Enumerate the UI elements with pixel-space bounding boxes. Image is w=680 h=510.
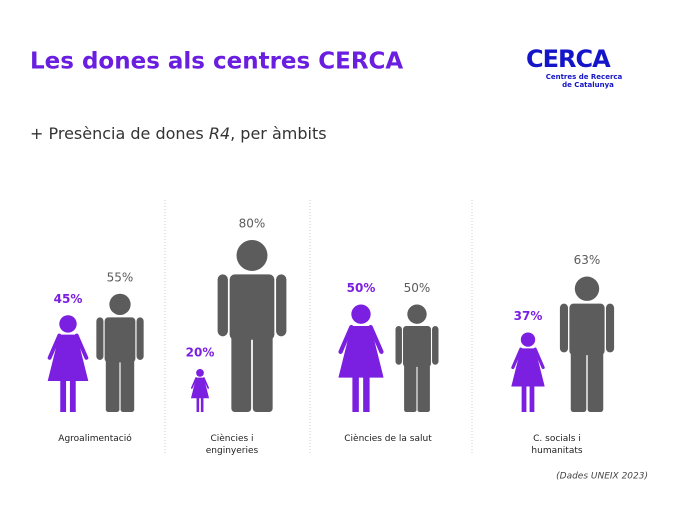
dress — [190, 377, 210, 399]
dress — [511, 348, 545, 387]
man-figure — [395, 304, 439, 412]
category-label: Ciències de la salut — [344, 434, 432, 444]
arm — [395, 326, 402, 365]
leg — [231, 334, 252, 412]
value-label: 55% — [107, 270, 134, 284]
leg — [120, 358, 135, 412]
head — [351, 304, 371, 324]
head — [520, 332, 536, 347]
subtitle-part: , per àmbits — [230, 124, 326, 143]
leg — [529, 383, 535, 412]
man-figure — [96, 293, 144, 412]
woman-figure — [511, 332, 545, 412]
dress — [47, 334, 89, 382]
leg — [105, 358, 120, 412]
logo-tagline: de Catalunya — [562, 81, 614, 89]
chart-title: Les dones als centres CERCA — [30, 49, 403, 75]
arm — [96, 317, 104, 360]
woman-figure — [338, 304, 384, 412]
head — [574, 276, 600, 301]
head — [59, 315, 77, 333]
leg — [570, 351, 587, 412]
head — [109, 293, 131, 316]
torso — [569, 303, 605, 356]
leg — [521, 383, 527, 412]
arms — [338, 324, 384, 354]
torso — [229, 274, 275, 340]
arms — [190, 377, 210, 389]
leg — [252, 334, 273, 412]
leg — [196, 396, 200, 412]
subtitle-part: + Presència de dones — [30, 124, 209, 143]
category-label: Agroalimentació — [58, 434, 132, 444]
man-figure — [217, 240, 287, 412]
leg — [587, 351, 604, 412]
value-label: 50% — [404, 281, 431, 295]
arm — [136, 317, 144, 360]
leg — [69, 377, 76, 412]
leg — [363, 373, 370, 412]
man-figure — [559, 276, 615, 412]
head — [407, 304, 427, 324]
arm — [276, 274, 287, 337]
dress — [338, 326, 384, 378]
woman-figure — [190, 369, 210, 412]
arm — [432, 326, 439, 365]
value-label: 50% — [347, 281, 376, 295]
source: (Dades UNEIX 2023) — [556, 472, 648, 482]
logo-name: CERCA — [526, 45, 611, 73]
arm — [217, 274, 228, 337]
head — [196, 369, 204, 377]
value-label: 63% — [574, 253, 601, 267]
torso — [104, 317, 136, 363]
leg — [200, 396, 204, 412]
category-label: Ciències i enginyeries — [205, 434, 259, 456]
value-label: 37% — [514, 309, 543, 323]
arm — [605, 303, 615, 353]
woman-figure — [47, 315, 89, 412]
head — [236, 240, 268, 271]
leg — [60, 377, 67, 412]
value-label: 20% — [186, 346, 215, 360]
leg — [404, 363, 417, 412]
arms — [511, 347, 545, 370]
subtitle-part: R4 — [209, 124, 230, 143]
value-label: 45% — [54, 292, 83, 306]
arms — [47, 333, 89, 360]
value-label: 80% — [239, 217, 266, 231]
subtitle: + Presència de dones R4, per àmbits — [30, 124, 327, 143]
category-label: C. socials i humanitats — [531, 434, 583, 456]
leg — [417, 363, 430, 412]
logo-tagline: Centres de Recerca — [546, 73, 623, 81]
leg — [352, 373, 359, 412]
arm — [559, 303, 569, 353]
torso — [403, 326, 431, 367]
